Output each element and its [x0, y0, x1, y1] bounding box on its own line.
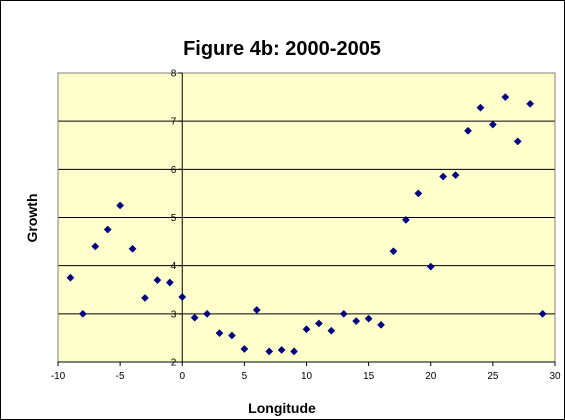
y-tick-label: 2	[171, 358, 177, 369]
y-tick-label: 4	[171, 261, 177, 272]
y-tick-label: 8	[171, 69, 177, 80]
data-point	[141, 293, 149, 302]
data-point	[277, 346, 286, 354]
y-axis-ticks: 2 3 4 5 6 7 8	[171, 69, 183, 369]
data-point	[252, 306, 261, 314]
data-point	[128, 244, 137, 253]
data-point	[501, 93, 510, 102]
x-tick-label: 20	[425, 371, 437, 382]
data-points	[66, 93, 547, 356]
y-tick-label: 6	[171, 165, 177, 176]
data-point	[240, 345, 249, 353]
data-point	[414, 189, 423, 198]
x-tick-label: 30	[549, 371, 561, 382]
data-point	[215, 329, 224, 338]
data-point	[538, 309, 547, 318]
data-point	[178, 293, 187, 301]
data-point	[513, 137, 522, 146]
data-point	[153, 276, 162, 285]
data-point	[91, 242, 100, 251]
y-tick-label: 3	[171, 309, 177, 320]
data-point	[377, 320, 386, 329]
data-point	[314, 319, 323, 328]
x-tick-label: 15	[363, 371, 375, 382]
data-point	[66, 273, 75, 282]
data-point	[190, 313, 199, 322]
data-point	[103, 225, 112, 234]
x-tick-label: 0	[179, 371, 185, 382]
x-tick-label: -10	[51, 371, 66, 382]
data-point	[401, 215, 410, 224]
x-tick-label: 25	[487, 371, 499, 382]
data-point	[290, 347, 299, 356]
data-point	[488, 120, 497, 129]
data-point	[165, 278, 174, 287]
data-point	[464, 126, 472, 135]
data-point	[352, 317, 361, 326]
data-point	[116, 201, 125, 210]
data-point	[389, 247, 398, 256]
data-point	[203, 309, 212, 318]
data-point	[364, 314, 373, 323]
data-point	[339, 309, 348, 318]
x-tick-label: 10	[301, 371, 313, 382]
y-axis-label: Growth	[24, 194, 40, 243]
y-tick-label: 5	[171, 213, 177, 224]
data-point	[476, 103, 485, 112]
data-point	[302, 325, 311, 334]
data-point	[265, 347, 274, 356]
chart-title: Figure 4b: 2000-2005	[183, 38, 381, 60]
data-point	[451, 171, 460, 180]
x-axis-ticks: -10 -5 0 5 10 15 20 25 30	[51, 362, 561, 382]
x-axis-label: Longitude	[248, 400, 316, 416]
data-point	[526, 99, 535, 108]
y-tick-label: 7	[171, 117, 177, 128]
data-point	[78, 309, 87, 318]
data-point	[227, 331, 236, 340]
data-point	[439, 172, 448, 181]
data-point	[327, 326, 336, 335]
data-point	[426, 262, 435, 271]
x-tick-label: -5	[116, 371, 125, 382]
x-tick-label: 5	[242, 371, 248, 382]
